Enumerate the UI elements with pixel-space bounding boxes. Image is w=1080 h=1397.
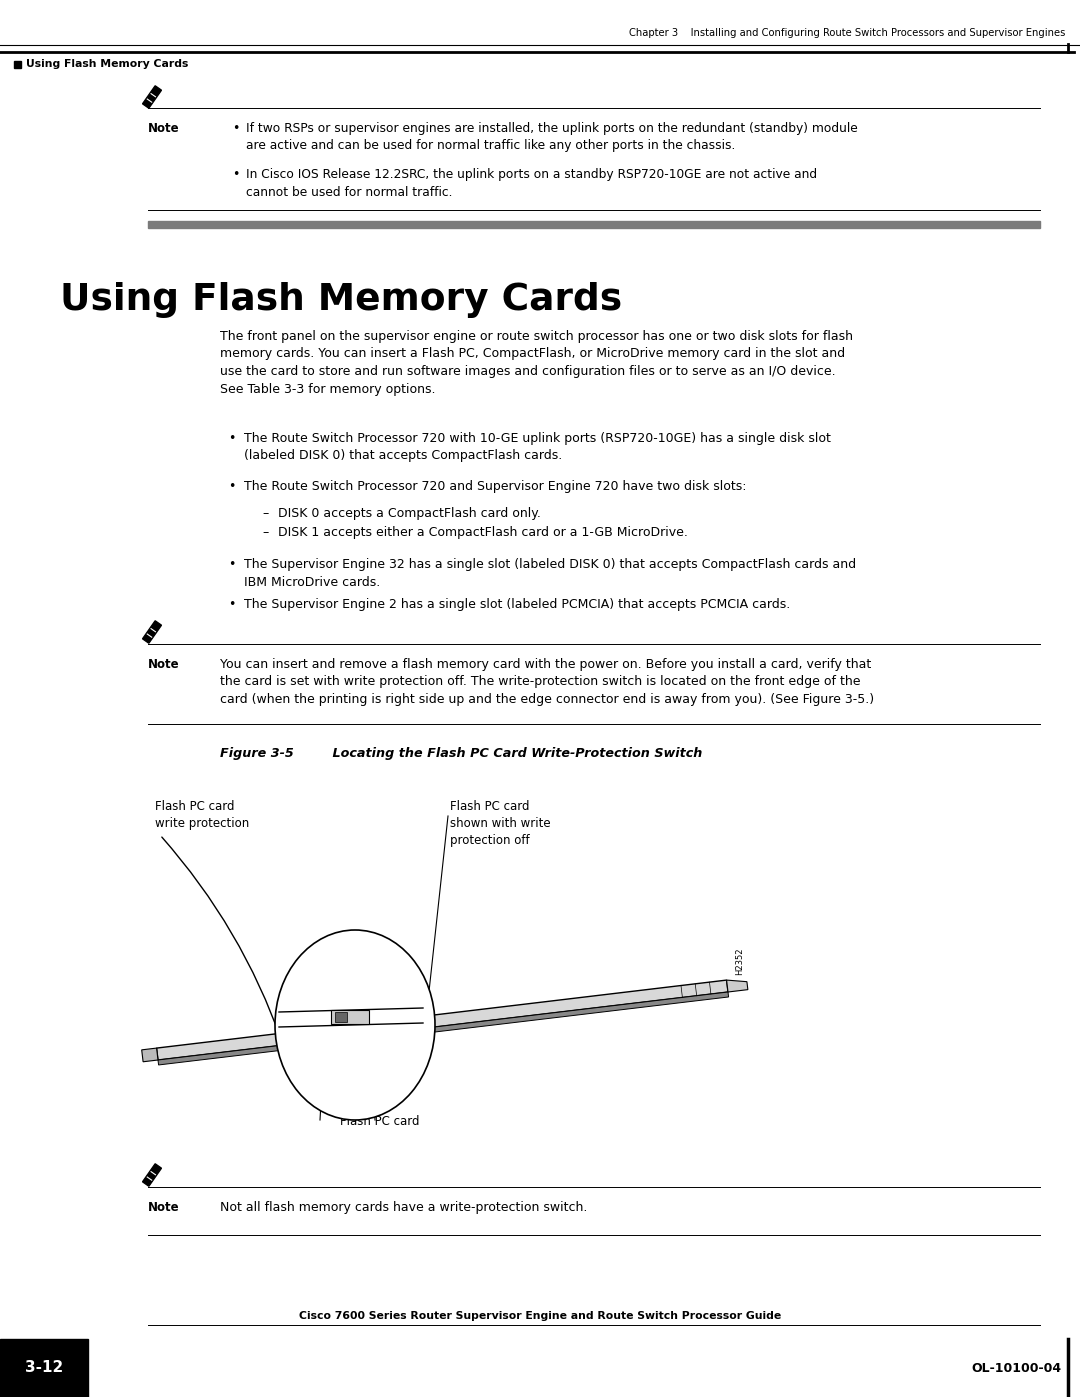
- Bar: [14, 61, 21, 68]
- Text: The Route Switch Processor 720 with 10-GE uplink ports (RSP720-10GE) has a singl: The Route Switch Processor 720 with 10-G…: [244, 432, 831, 462]
- Text: OL-10100-04: OL-10100-04: [972, 1362, 1062, 1375]
- Text: Chapter 3    Installing and Configuring Route Switch Processors and Supervisor E: Chapter 3 Installing and Configuring Rou…: [629, 28, 1065, 38]
- Polygon shape: [727, 981, 747, 992]
- Text: Note: Note: [148, 1201, 179, 1214]
- Text: If two RSPs or supervisor engines are installed, the uplink ports on the redunda: If two RSPs or supervisor engines are in…: [246, 122, 858, 152]
- Text: •: •: [228, 481, 235, 493]
- Text: DISK 1 accepts either a CompactFlash card or a 1-GB MicroDrive.: DISK 1 accepts either a CompactFlash car…: [278, 527, 688, 539]
- Ellipse shape: [275, 930, 435, 1120]
- Text: Note: Note: [148, 658, 179, 671]
- Polygon shape: [157, 981, 728, 1060]
- Text: Flash PC card
shown with write
protection off: Flash PC card shown with write protectio…: [450, 800, 551, 847]
- Text: Cisco 7600 Series Router Supervisor Engine and Route Switch Processor Guide: Cisco 7600 Series Router Supervisor Engi…: [299, 1310, 781, 1322]
- Text: •: •: [232, 168, 240, 182]
- Text: •: •: [228, 557, 235, 571]
- Text: You can insert and remove a flash memory card with the power on. Before you inst: You can insert and remove a flash memory…: [220, 658, 874, 705]
- Text: H2352: H2352: [735, 947, 744, 975]
- Polygon shape: [143, 1164, 162, 1186]
- Text: •: •: [228, 598, 235, 610]
- Text: The Supervisor Engine 32 has a single slot (labeled DISK 0) that accepts Compact: The Supervisor Engine 32 has a single sl…: [244, 557, 856, 588]
- Text: The Route Switch Processor 720 and Supervisor Engine 720 have two disk slots:: The Route Switch Processor 720 and Super…: [244, 481, 746, 493]
- Text: Not all flash memory cards have a write-protection switch.: Not all flash memory cards have a write-…: [220, 1201, 588, 1214]
- Polygon shape: [158, 992, 729, 1065]
- Bar: [0, 1338, 87, 1397]
- Text: –: –: [262, 527, 268, 539]
- Bar: [148, 221, 1040, 228]
- Text: Using Flash Memory Cards: Using Flash Memory Cards: [26, 59, 188, 68]
- Text: •: •: [228, 432, 235, 446]
- Text: 3-12: 3-12: [25, 1361, 63, 1376]
- Text: Using Flash Memory Cards: Using Flash Memory Cards: [60, 282, 622, 319]
- Polygon shape: [143, 620, 162, 643]
- Bar: [330, 1010, 369, 1024]
- Text: DISK 0 accepts a CompactFlash card only.: DISK 0 accepts a CompactFlash card only.: [278, 507, 541, 520]
- Text: •: •: [232, 122, 240, 136]
- Text: The front panel on the supervisor engine or route switch processor has one or tw: The front panel on the supervisor engine…: [220, 330, 853, 395]
- Bar: [335, 1011, 347, 1023]
- Text: Note: Note: [148, 122, 179, 136]
- Text: –: –: [262, 507, 268, 520]
- Text: In Cisco IOS Release 12.2SRC, the uplink ports on a standby RSP720-10GE are not : In Cisco IOS Release 12.2SRC, the uplink…: [246, 168, 818, 198]
- Text: The Supervisor Engine 2 has a single slot (labeled PCMCIA) that accepts PCMCIA c: The Supervisor Engine 2 has a single slo…: [244, 598, 791, 610]
- Polygon shape: [141, 1048, 158, 1062]
- Text: Flash PC card
write protection: Flash PC card write protection: [156, 800, 249, 830]
- Text: Locating the Flash PC Card Write-Protection Switch: Locating the Flash PC Card Write-Protect…: [310, 747, 702, 760]
- Polygon shape: [143, 85, 162, 108]
- Text: Flash PC card: Flash PC card: [340, 1115, 420, 1127]
- Text: Figure 3-5: Figure 3-5: [220, 747, 294, 760]
